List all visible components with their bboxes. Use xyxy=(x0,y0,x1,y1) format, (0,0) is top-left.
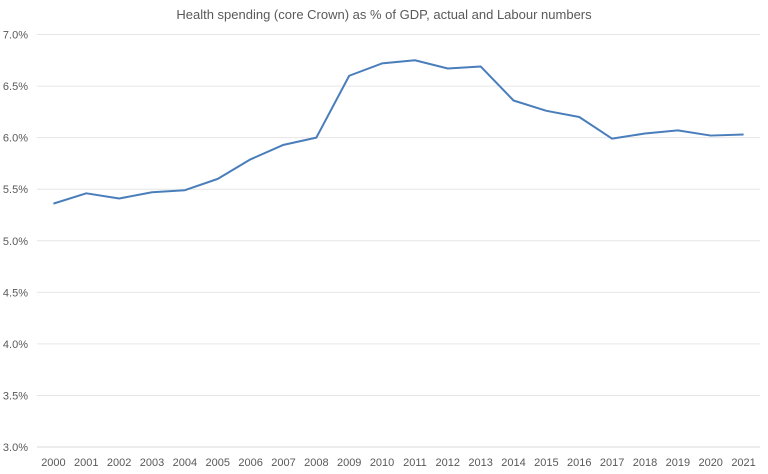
x-tick-label: 2013 xyxy=(468,457,492,469)
y-tick-label: 4.5% xyxy=(3,287,28,299)
x-tick-label: 2002 xyxy=(107,457,131,469)
y-tick-label: 5.0% xyxy=(3,236,28,248)
x-tick-label: 2009 xyxy=(337,457,361,469)
x-tick-label: 2001 xyxy=(74,457,98,469)
y-tick-label: 6.0% xyxy=(3,133,28,145)
x-tick-label: 2006 xyxy=(238,457,262,469)
x-tick-label: 2020 xyxy=(698,457,722,469)
x-tick-label: 2015 xyxy=(534,457,558,469)
x-tick-label: 2017 xyxy=(600,457,624,469)
y-tick-label: 4.0% xyxy=(3,339,28,351)
x-tick-label: 2018 xyxy=(633,457,657,469)
x-tick-label: 2007 xyxy=(271,457,295,469)
x-tick-label: 2011 xyxy=(403,457,427,469)
x-tick-label: 2004 xyxy=(173,457,197,469)
y-tick-label: 5.5% xyxy=(3,184,28,196)
y-tick-label: 3.5% xyxy=(3,390,28,402)
x-tick-label: 2019 xyxy=(666,457,690,469)
x-tick-label: 2021 xyxy=(731,457,755,469)
x-tick-label: 2012 xyxy=(436,457,460,469)
x-tick-label: 2000 xyxy=(41,457,65,469)
x-tick-label: 2003 xyxy=(140,457,164,469)
x-tick-label: 2014 xyxy=(501,457,525,469)
x-tick-label: 2010 xyxy=(370,457,394,469)
chart-title: Health spending (core Crown) as % of GDP… xyxy=(176,7,592,22)
x-tick-label: 2008 xyxy=(304,457,328,469)
y-tick-label: 3.0% xyxy=(3,442,28,454)
y-tick-label: 6.5% xyxy=(3,81,28,93)
y-tick-label: 7.0% xyxy=(3,30,28,42)
x-tick-label: 2016 xyxy=(567,457,591,469)
series-line xyxy=(53,59,744,205)
x-tick-label: 2005 xyxy=(206,457,230,469)
